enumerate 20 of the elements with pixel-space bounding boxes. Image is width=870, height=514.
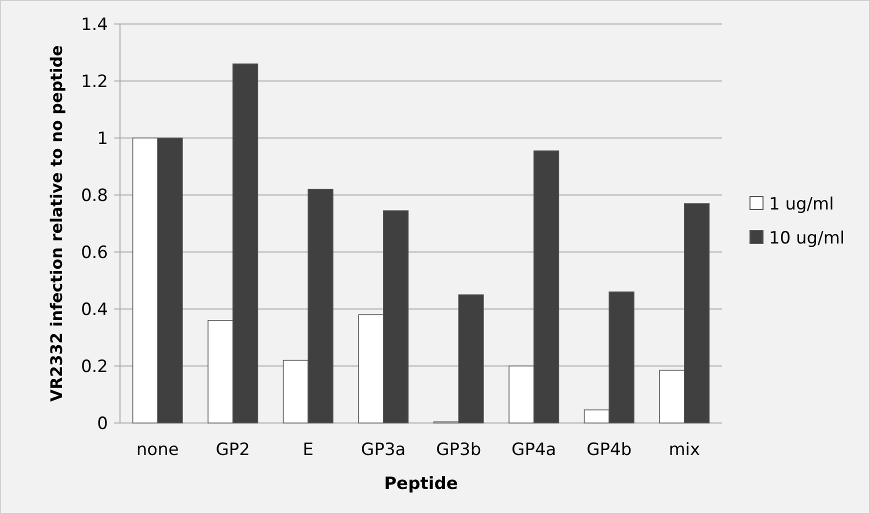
y-tick-label: 0.4 — [80, 300, 108, 320]
x-tick-label: GP4b — [586, 440, 632, 460]
x-tick-label: GP3a — [361, 440, 406, 460]
x-axis-title: Peptide — [384, 474, 458, 494]
y-tick-label: 1.4 — [80, 14, 108, 35]
x-tick-label: GP4a — [512, 440, 556, 460]
legend-label: 10 ug/ml — [769, 228, 845, 248]
y-axis-title: VR2332 infection relative to no peptide — [47, 45, 66, 402]
legend-label: 1 ug/ml — [769, 194, 834, 214]
y-tick-label: 1 — [97, 128, 108, 149]
y-tick-label: 1.2 — [80, 72, 108, 92]
x-tick-label: mix — [668, 440, 700, 460]
x-tick-label: none — [136, 440, 179, 460]
y-tick-label: 0 — [97, 414, 108, 434]
y-tick-label: 0.8 — [80, 186, 108, 206]
y-tick-label: 0.2 — [80, 356, 108, 377]
x-tick-label: GP3b — [436, 440, 482, 460]
x-tick-label: GP2 — [216, 440, 250, 460]
x-tick-label: E — [302, 440, 314, 460]
y-tick-label: 0.6 — [80, 242, 108, 263]
